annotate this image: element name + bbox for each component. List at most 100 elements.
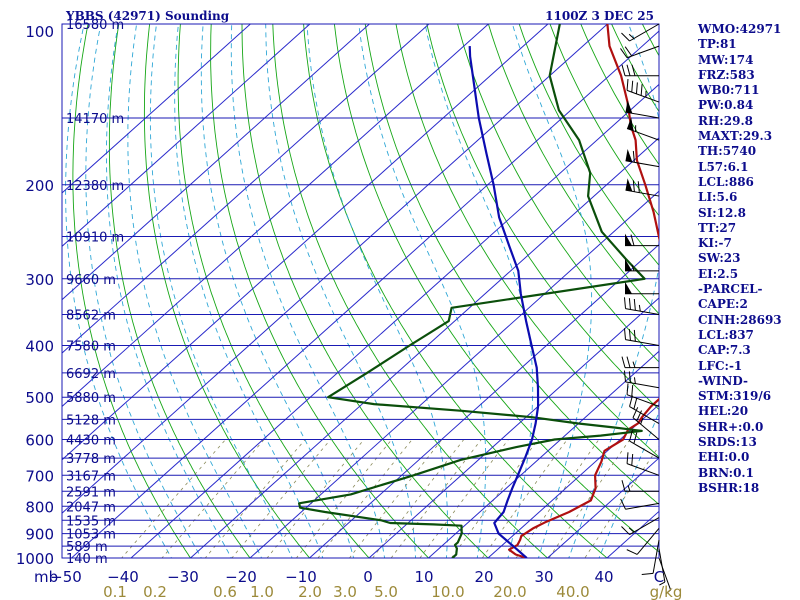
dry-adiabat [143,24,311,558]
wind-barb-feather [636,410,643,422]
wind-barb-feather [629,429,633,442]
wind-barb-feather [621,356,626,368]
wind-barb [625,233,659,247]
index-line: WB0:711 [698,83,760,98]
isotherm [368,297,659,558]
wind-barb-half-feather [627,485,631,492]
moist-adiabat [174,24,324,558]
temperature-tick-label: −30 [167,568,199,586]
isotherm [62,24,609,514]
pressure-tick-label: 1000 [16,550,54,568]
index-line: LCL:837 [698,327,754,342]
mixing-ratio-line [372,439,465,558]
isobar-height-label: 4430 m [66,434,116,449]
dry-adiabat [333,24,659,553]
wind-barb-feather [628,298,631,310]
wind-barb [625,178,660,197]
wind-barb [621,356,659,369]
wind-barb [629,429,660,459]
pressure-unit-label: mb [34,568,58,586]
wind-barb-staff [625,381,660,389]
dry-adiabat [241,24,489,558]
wind-barb-staff [625,502,660,510]
mixing-ratio-line [161,439,265,558]
pressure-tick-label: 200 [25,177,54,195]
index-line: SW:23 [698,251,741,266]
wind-barb-staff [626,89,660,103]
isobar-height-label: 5128 m [66,413,116,428]
wind-barb-half-feather [628,527,635,533]
temperature-tick-label: −50 [50,568,82,586]
wind-barb-pennant [625,148,633,162]
moist-adiabat [149,24,293,558]
index-line: CAP:7.3 [698,343,751,358]
wind-barb [626,383,660,407]
wind-barb-half-feather [640,418,644,425]
isobar-height-label: 6692 m [66,367,116,382]
isobar-height-label: 5880 m [66,391,116,406]
wind-barb [625,281,659,295]
wind-barb [658,548,666,586]
mixing-ratio-label: 0.2 [143,583,167,600]
wind-barb [626,78,660,103]
moist-adiabat [598,411,659,558]
index-line: CINH:28693 [698,312,782,327]
isotherm [70,30,659,558]
isobar-height-label: 14170 m [66,112,124,127]
wind-barb-feather [621,526,630,535]
moist-adiabat [568,24,659,558]
wind-barb-feather [630,234,635,246]
isotherms [62,24,659,558]
mixing-ratio-label: 0.6 [213,583,237,600]
moist-adiabat [85,24,202,558]
temperature-tick-label: −10 [285,568,317,586]
wind-barb-staff [625,339,660,346]
pressure-tick-label: 800 [25,498,54,516]
temperature-tick-label: −20 [225,568,257,586]
wind-barb-pennant [625,281,632,294]
wind-barb-staff [658,548,666,583]
isotherm [62,24,371,301]
wind-barb-pennant [625,100,633,114]
pressure-tick-label: 500 [25,389,54,407]
pressure-tick-label: 900 [25,526,54,544]
wind-barb [625,148,660,168]
wind-barb [625,258,659,272]
wind-barb-feather [633,397,638,410]
isobar-height-label: 589 m [66,540,108,555]
wind-barb-feather [629,395,633,407]
dry-adiabat [457,24,659,363]
index-line: MAXT:29.3 [698,129,773,144]
dewpoint-line [298,24,646,558]
isobar-height-label: 3778 m [66,452,116,467]
wind-barb [626,452,660,476]
moist-adiabat [358,24,487,558]
stability-indices-panel: WMO:42971 TP:81 MW:174 FRZ:583 WB0:711 PW:0.8… [698,22,798,496]
wind-barb-half-feather [633,377,636,384]
index-line: LI:5.6 [698,190,738,205]
wind-barb [629,395,660,424]
wind-barb-feather [620,498,626,510]
wind-barb-feather [640,84,643,96]
moist-adiabat [424,24,534,558]
wind-barb [641,539,660,575]
index-line: KI:-7 [698,236,732,251]
wind-barb-half-feather [659,581,666,586]
index-line: EI:2.5 [698,266,739,281]
isobar-height-label: 16580 m [66,18,124,33]
dry-adiabat [210,24,430,558]
wind-barb-feather [633,329,636,342]
dry-adiabat [303,24,608,558]
mixing-ratio-label: g/kg [650,583,683,600]
wind-barb-feather [620,48,628,59]
wind-barb [658,557,672,595]
wind-barb [626,117,660,141]
wind-barb-feather [631,80,634,93]
isotherm [189,137,659,558]
wind-barb [632,407,660,440]
dry-adiabat [108,24,251,558]
index-line: WMO:42971 [698,22,782,36]
temperature-tick-label: 40 [594,568,613,586]
temperature-tick-label: 10 [414,568,433,586]
pressure-tick-label: 400 [25,338,54,356]
